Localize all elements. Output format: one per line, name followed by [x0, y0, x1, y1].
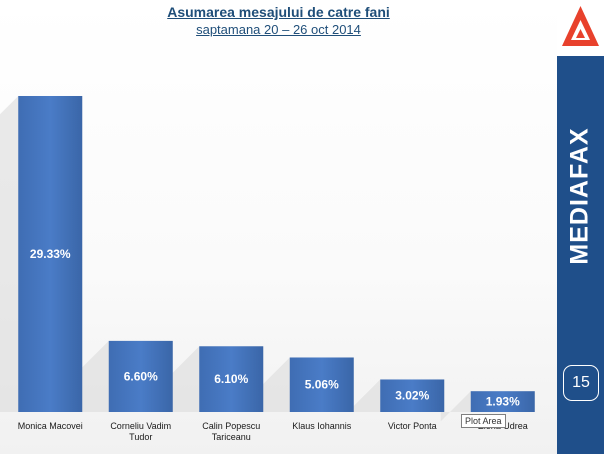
- bar-value-label: 6.10%: [214, 372, 248, 386]
- bar[interactable]: [289, 357, 354, 412]
- category-label: Calin Popescu Tariceanu: [202, 421, 260, 442]
- bar-value-label: 29.33%: [30, 247, 71, 261]
- plot-area-tooltip: Plot Area: [461, 414, 506, 428]
- bar-chart[interactable]: 29.33% 6.60% 6.10% 5.06% 3.02% 1.93% Monica M…: [0, 0, 557, 454]
- bar-value-label: 5.06%: [305, 378, 339, 392]
- bar[interactable]: [470, 391, 535, 412]
- brand-name: MEDIAFAX: [565, 127, 594, 265]
- bar[interactable]: [18, 95, 83, 412]
- chart-title: Asumarea mesajului de catre fani: [167, 4, 390, 20]
- bar-value-label: 6.60%: [124, 369, 158, 383]
- bar-value-label: 3.02%: [395, 389, 429, 403]
- bar[interactable]: [199, 346, 264, 412]
- bar[interactable]: [380, 379, 445, 412]
- category-label: Monica Macovei: [18, 421, 83, 431]
- category-label: Corneliu Vadim Tudor: [110, 421, 171, 442]
- page-number: 15: [563, 365, 599, 401]
- category-label: Victor Ponta: [388, 421, 437, 431]
- bar-value-label: 1.93%: [486, 395, 520, 409]
- bar[interactable]: [108, 340, 173, 412]
- brand-sidebar: [557, 0, 604, 454]
- logo-box: [557, 0, 604, 56]
- mediafax-logo-icon: [562, 6, 599, 46]
- chart-subtitle: saptamana 20 – 26 oct 2014: [196, 22, 361, 37]
- category-label: Klaus Iohannis: [292, 421, 352, 431]
